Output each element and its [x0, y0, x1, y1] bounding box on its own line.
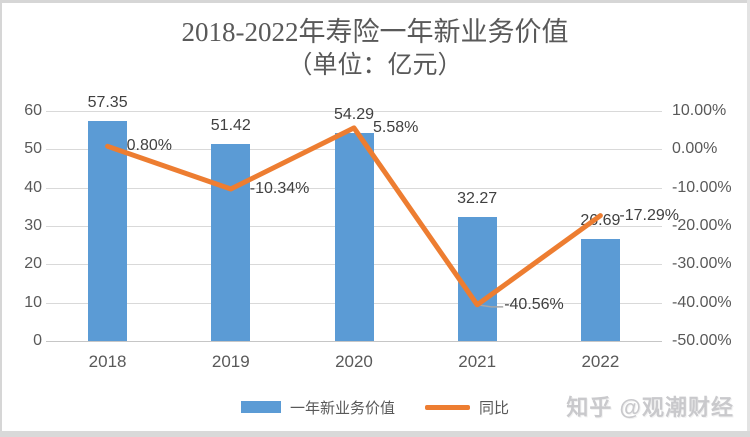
line-point-label: 5.58% — [373, 118, 419, 136]
left-axis-tick-label: 30 — [24, 217, 42, 234]
bar-value-label: 57.35 — [87, 94, 128, 112]
left-axis-tick-label: 60 — [24, 102, 42, 119]
x-axis-label-2022: 2022 — [581, 352, 620, 371]
right-axis-tick-label: -40.00% — [672, 293, 732, 311]
line-series-swatch — [425, 404, 470, 410]
frame-border-bottom — [0, 431, 750, 437]
frame-border-top — [0, 0, 750, 3]
right-axis-tick-label: -10.00% — [672, 178, 732, 196]
bar-2020 — [334, 132, 374, 341]
line-point-label: -17.29% — [619, 206, 679, 224]
bar-2019 — [211, 143, 251, 341]
legend: 一年新业务价值 同比 — [0, 395, 750, 419]
chart-title-line2: （单位：亿元） — [287, 52, 463, 79]
gridline — [46, 341, 662, 342]
left-axis-tick-label: 10 — [24, 293, 42, 311]
left-axis-tick-label: 20 — [24, 255, 42, 273]
bar-value-label: 51.42 — [210, 116, 251, 134]
yoy-line — [105, 125, 603, 308]
right-axis-tick-label: 0.00% — [672, 140, 718, 158]
right-axis-tick-label: -50.00% — [672, 332, 732, 349]
gridline — [46, 111, 662, 112]
left-axis-tick-label: 50 — [24, 140, 42, 158]
frame-border-right — [747, 0, 750, 437]
line-point-label: 0.80% — [126, 137, 172, 155]
bar-value-label: 32.27 — [457, 190, 498, 208]
legend-item-bar-series: 一年新业务价值 — [240, 397, 395, 418]
left-axis-tick-label: 0 — [33, 332, 42, 349]
bar-2021 — [457, 217, 497, 341]
bar-value-label: 54.29 — [333, 105, 375, 123]
right-axis-tick-label: -20.00% — [672, 217, 732, 234]
bar-series-label: 一年新业务价值 — [289, 400, 395, 417]
bar-2022 — [580, 238, 620, 341]
line-point-label: -40.56% — [504, 295, 564, 313]
line-point-label: -10.34% — [249, 179, 310, 197]
watermark: 知乎 @观潮财经 — [566, 395, 734, 420]
x-axis-label-2019: 2019 — [211, 352, 250, 371]
line-series-label: 同比 — [479, 400, 510, 417]
bar-2018 — [88, 121, 128, 341]
legend-item-line-series: 同比 — [425, 397, 509, 418]
label-leader-line — [477, 304, 504, 308]
bar-series-swatch — [240, 401, 281, 413]
chart-title-line1: 2018-2022年寿险一年新业务价值 — [181, 17, 569, 47]
x-axis-label-2020: 2020 — [335, 352, 373, 371]
x-axis-label-2018: 2018 — [88, 352, 127, 371]
right-axis-tick-label: -30.00% — [672, 255, 732, 273]
chart-title: 2018-2022年寿险一年新业务价值 （单位：亿元） — [0, 15, 750, 82]
left-axis-tick-label: 40 — [24, 178, 42, 196]
x-axis-label-2021: 2021 — [458, 352, 497, 371]
right-axis-tick-label: 10.00% — [672, 102, 727, 119]
frame-border-left — [0, 0, 2, 437]
